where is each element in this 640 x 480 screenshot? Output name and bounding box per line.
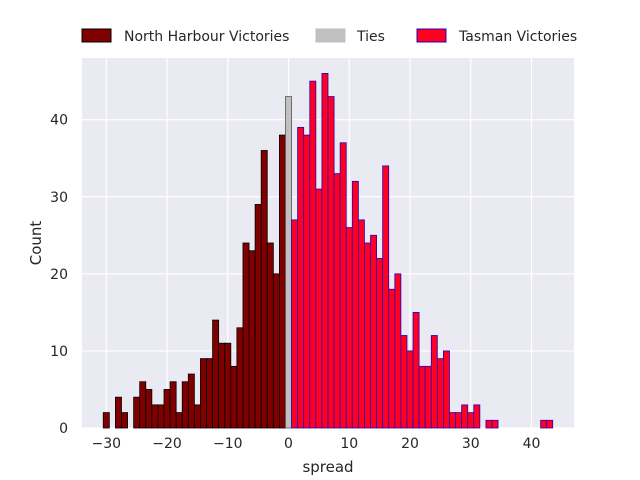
bar-tasman-victories [333, 173, 341, 429]
bar-tasman-victories [303, 134, 311, 429]
bar-north-harbour-victories [272, 273, 280, 429]
bar-tasman-victories [546, 419, 554, 429]
bar-tasman-victories [430, 335, 438, 429]
x-tick-label: −30 [92, 436, 122, 452]
bar-tasman-victories [351, 180, 359, 429]
bar-tasman-victories [473, 404, 481, 429]
bar-north-harbour-victories [151, 404, 159, 429]
bar-tasman-victories [461, 404, 469, 429]
bar-tasman-victories [339, 142, 347, 429]
bar-tasman-victories [364, 242, 371, 429]
bar-north-harbour-victories [102, 412, 110, 429]
x-tick-label: −20 [152, 436, 182, 452]
bars [102, 73, 554, 429]
bar-north-harbour-victories [169, 381, 177, 429]
bar-north-harbour-victories [157, 404, 165, 429]
bar-north-harbour-victories [200, 358, 207, 429]
bar-north-harbour-victories [230, 365, 238, 429]
bar-north-harbour-victories [224, 342, 232, 429]
bar-north-harbour-victories [139, 381, 147, 429]
bar-north-harbour-victories [145, 389, 153, 429]
bar-tasman-victories [321, 73, 329, 429]
bar-tasman-victories [485, 419, 493, 429]
bar-north-harbour-victories [193, 404, 201, 429]
bar-tasman-victories [291, 219, 299, 429]
bar-north-harbour-victories [121, 412, 128, 429]
bar-tasman-victories [382, 165, 390, 429]
bar-north-harbour-victories [163, 389, 171, 429]
bar-tasman-victories [370, 234, 377, 429]
bar-tasman-victories [388, 288, 396, 429]
legend-swatch-north-harbour [81, 28, 112, 43]
bar-north-harbour-victories [242, 242, 250, 429]
bar-north-harbour-victories [206, 358, 213, 429]
y-tick-label: 40 [50, 113, 68, 129]
bar-north-harbour-victories [187, 373, 195, 429]
bar-north-harbour-victories [248, 250, 256, 429]
x-tick-label: 10 [340, 436, 358, 452]
bar-north-harbour-victories [175, 412, 183, 429]
y-tick-label: 30 [50, 190, 68, 206]
bar-north-harbour-victories [133, 396, 141, 429]
x-tick-label: 20 [401, 436, 419, 452]
bar-north-harbour-victories [181, 381, 189, 429]
bar-tasman-victories [412, 311, 420, 429]
bar-north-harbour-victories [279, 134, 286, 429]
y-tick-label: 0 [59, 421, 68, 437]
y-axis-ticks: 0 10 20 30 40 [50, 113, 68, 437]
bar-tasman-victories [297, 126, 305, 429]
bar-tasman-victories [436, 358, 444, 429]
bar-tasman-victories [455, 412, 463, 429]
bar-tasman-victories [376, 258, 384, 429]
bar-north-harbour-victories [266, 242, 274, 429]
bar-ties [285, 96, 292, 429]
bar-north-harbour-victories [218, 342, 226, 429]
bar-north-harbour-victories [212, 319, 220, 429]
x-axis-label: spread [302, 458, 353, 476]
y-axis-label: Count [27, 221, 45, 266]
legend: North Harbour Victories Ties Tasman Vict… [81, 28, 577, 45]
bar-north-harbour-victories [236, 327, 244, 429]
x-tick-label: 30 [462, 436, 480, 452]
legend-swatch-tasman [416, 28, 447, 43]
legend-label-tasman: Tasman Victories [458, 29, 577, 45]
bar-tasman-victories [309, 80, 317, 429]
bar-tasman-victories [449, 412, 456, 429]
bar-tasman-victories [406, 350, 414, 429]
bar-north-harbour-victories [115, 396, 122, 429]
x-tick-label: 40 [523, 436, 541, 452]
legend-label-north-harbour: North Harbour Victories [124, 29, 289, 45]
bar-tasman-victories [443, 350, 450, 429]
x-axis-ticks: −30 −20 −10 0 10 20 30 40 [92, 436, 541, 452]
bar-north-harbour-victories [254, 204, 262, 429]
bar-tasman-victories [400, 335, 408, 429]
y-tick-label: 10 [50, 344, 68, 360]
x-tick-label: 0 [284, 436, 293, 452]
bar-tasman-victories [357, 219, 365, 429]
legend-swatch-ties [315, 28, 346, 43]
bar-tasman-victories [540, 419, 548, 429]
bar-tasman-victories [327, 96, 335, 429]
bar-tasman-victories [467, 412, 475, 429]
x-tick-label: −10 [213, 436, 243, 452]
bar-tasman-victories [424, 365, 432, 429]
bar-tasman-victories [345, 227, 353, 429]
bar-tasman-victories [491, 419, 499, 429]
bar-north-harbour-victories [260, 150, 268, 429]
legend-label-ties: Ties [356, 29, 385, 45]
y-tick-label: 20 [50, 267, 68, 283]
bar-tasman-victories [418, 365, 426, 429]
bar-tasman-victories [394, 273, 402, 429]
bar-tasman-victories [315, 188, 323, 429]
